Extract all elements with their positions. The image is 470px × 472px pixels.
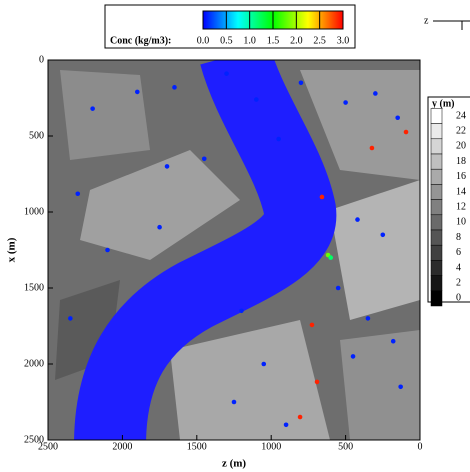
elevation-swatch [430, 199, 443, 216]
x-tick-label: 0 [418, 441, 423, 452]
elevation-tick-label: 2 [456, 277, 461, 288]
particle [309, 322, 315, 328]
elevation-tick-label: 24 [456, 110, 466, 121]
elevation-swatch [430, 123, 443, 140]
elevation-tick-label: 22 [456, 125, 466, 136]
elevation-swatch [430, 290, 443, 307]
elevation-tick-label: 6 [456, 247, 461, 258]
particle [90, 106, 95, 111]
elevation-tick-label: 8 [456, 232, 461, 243]
particle [105, 247, 110, 253]
colorbar-tick-label: 3.0 [337, 35, 350, 46]
particle [201, 156, 207, 162]
y-tick-label: 500 [29, 130, 44, 141]
particle [350, 354, 356, 359]
particle [231, 399, 237, 405]
x-tick-label: 500 [338, 441, 353, 452]
elevation-swatch [430, 260, 443, 276]
particle [395, 115, 400, 121]
particle [261, 361, 267, 367]
particle [276, 136, 281, 142]
y-tick-label: 2000 [24, 358, 44, 369]
elevation-swatch [430, 229, 443, 246]
particle [134, 89, 140, 95]
orientation-label: z [424, 15, 429, 26]
particle [68, 316, 73, 321]
x-tick-label: 1000 [261, 441, 281, 452]
elevation-swatch [430, 214, 443, 231]
particle [335, 285, 341, 291]
particle [224, 71, 229, 76]
colorbar-title: Conc (kg/m3): [110, 35, 171, 46]
particle [343, 100, 348, 105]
particle [239, 308, 244, 314]
elevation-swatch [430, 153, 443, 170]
particle [319, 194, 325, 200]
elevation-swatch [430, 138, 443, 155]
particle [373, 91, 378, 96]
particle [283, 422, 289, 428]
elevation-tick-label: 10 [456, 217, 466, 228]
particle [398, 384, 403, 390]
y-tick-label: 2500 [24, 434, 44, 445]
colorbar-tick-label: 1.0 [243, 35, 256, 46]
particle [164, 164, 170, 169]
particle [298, 80, 304, 86]
elevation-swatch [430, 108, 443, 124]
x-tick-label: 2500 [38, 441, 58, 452]
particle [297, 414, 303, 420]
y-tick-label: 1000 [24, 206, 44, 217]
x-tick-label: 2000 [112, 441, 132, 452]
elevation-swatch [430, 244, 443, 261]
colorbar-tick-label: 2.0 [290, 35, 303, 46]
particle [157, 224, 162, 230]
colorbar-tick-label: 0.5 [220, 35, 233, 46]
particle [254, 97, 259, 102]
colorbar-tick-label: 0.0 [197, 35, 210, 46]
particle [314, 379, 320, 385]
plot-frame [47, 59, 421, 441]
y-tick-label: 0 [39, 54, 44, 65]
map-background [48, 60, 420, 440]
points [68, 71, 409, 428]
y-tick-label: 1500 [24, 282, 44, 293]
elevation-tick-label: 18 [456, 156, 466, 167]
particle [328, 255, 334, 260]
elevation-swatch [430, 275, 443, 292]
colorbar-tick-label: 2.5 [313, 35, 326, 46]
particle [75, 191, 81, 197]
y-axis-label: x (m) [6, 237, 18, 262]
elevation-tick-label: 20 [456, 141, 466, 152]
particle [172, 85, 177, 90]
elevation-tick-label: 16 [456, 171, 466, 182]
elevation-tick-label: 0 [456, 293, 461, 304]
particle [369, 145, 375, 151]
elevation-tick-label: 14 [456, 186, 466, 197]
elevation-legend-title: y (m) [432, 98, 455, 109]
particle [380, 232, 386, 238]
elevation-tick-label: 12 [456, 201, 466, 212]
particle [365, 316, 371, 321]
particle [355, 217, 360, 222]
colorbar-tick-label: 1.5 [267, 35, 280, 46]
elevation-swatch [430, 168, 443, 185]
particle [390, 338, 396, 344]
elevation-swatch [430, 184, 443, 200]
x-tick-label: 1500 [187, 441, 207, 452]
x-axis-label: z (m) [222, 458, 246, 470]
particle [403, 129, 409, 135]
elevation-tick-label: 4 [456, 262, 461, 273]
